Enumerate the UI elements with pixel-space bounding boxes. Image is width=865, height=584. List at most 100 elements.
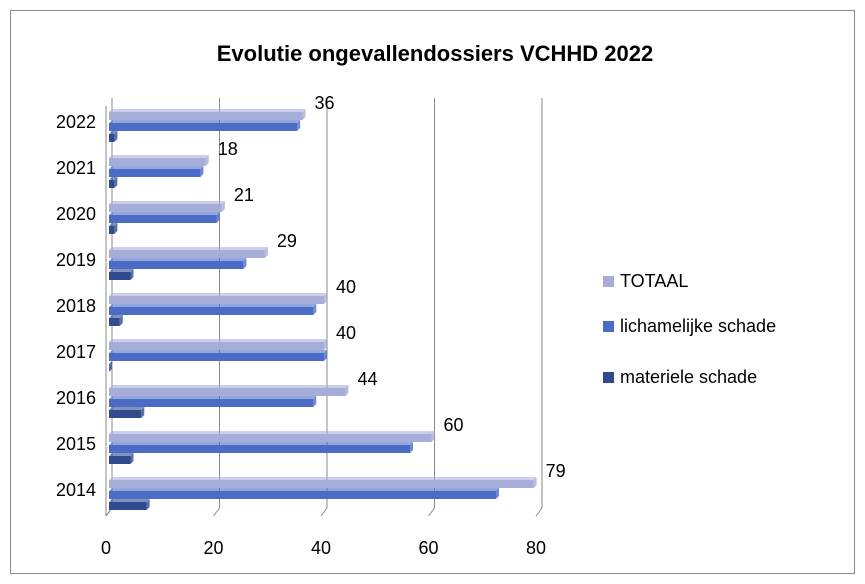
bar-top (109, 431, 435, 434)
bar-end (216, 212, 220, 223)
bar-end (205, 155, 209, 166)
grid-line (428, 98, 435, 517)
bar (109, 445, 410, 453)
bar (109, 215, 217, 223)
bar (109, 388, 346, 396)
data-label: 21 (234, 185, 254, 205)
y-tick-label: 2020 (56, 204, 96, 224)
bar (109, 491, 496, 499)
legend-swatch (603, 372, 614, 383)
legend-swatch (603, 321, 614, 332)
bar-top (109, 131, 118, 134)
bar-top (109, 166, 204, 169)
bar-top (109, 258, 247, 261)
bar-top (109, 477, 537, 480)
bar-end (114, 131, 118, 142)
bar (109, 180, 115, 188)
bar-top (109, 407, 145, 410)
bar (109, 399, 314, 407)
bar-top (109, 315, 123, 318)
bar (109, 353, 324, 361)
bar-end (130, 453, 134, 464)
x-tick-label: 60 (418, 538, 438, 558)
bar-end (297, 120, 301, 131)
bar-top (109, 385, 349, 388)
bar-top (109, 304, 317, 307)
bar-end (119, 315, 123, 326)
bar-top (109, 293, 327, 296)
bar-end (324, 293, 327, 304)
bar-end (324, 350, 327, 361)
bar (109, 261, 244, 269)
bar-top (109, 499, 150, 502)
bar (109, 204, 222, 212)
bar (109, 480, 534, 488)
bar-top (109, 453, 134, 456)
bar-end (496, 488, 499, 499)
bar (109, 169, 201, 177)
bar-top (109, 350, 327, 353)
bar-end (243, 258, 247, 269)
bar (109, 272, 131, 280)
y-tick-label: 2015 (56, 434, 96, 454)
bar (109, 318, 120, 326)
legend-label: lichamelijke schade (620, 316, 776, 336)
bar (109, 434, 432, 442)
y-tick-label: 2022 (56, 112, 96, 132)
bar (109, 296, 324, 304)
bar-end (302, 109, 306, 120)
bar-top (109, 247, 268, 250)
grid-line (213, 98, 220, 517)
bar (109, 456, 131, 464)
bar-top (109, 223, 118, 226)
bar (109, 342, 324, 350)
bar-end (130, 269, 134, 280)
chart-title: Evolutie ongevallendossiers VCHHD 2022 (217, 41, 654, 66)
bar-end (109, 361, 112, 372)
bar (109, 307, 314, 315)
x-tick-label: 40 (311, 538, 331, 558)
bar-top (109, 442, 413, 445)
bar (109, 112, 303, 120)
bar-top (109, 212, 220, 215)
bar-top (109, 177, 118, 180)
x-tick-label: 0 (101, 538, 111, 558)
legend-label: TOTAAL (620, 271, 688, 291)
x-tick-label: 20 (203, 538, 223, 558)
data-label: 60 (444, 415, 464, 435)
bar-top (109, 201, 225, 204)
bar (109, 123, 298, 131)
legend-swatch (603, 276, 614, 287)
bar-end (114, 223, 118, 234)
bar-top (109, 120, 301, 123)
data-label: 36 (315, 93, 335, 113)
bar-end (114, 177, 118, 188)
y-tick-label: 2019 (56, 250, 96, 270)
bar-top (109, 109, 306, 112)
bar-end (324, 339, 327, 350)
bar-end (146, 499, 150, 510)
bar-end (313, 304, 317, 315)
bar-end (141, 407, 145, 418)
bar-top (109, 488, 499, 491)
bar (109, 226, 115, 234)
bar (109, 250, 265, 258)
bar-top (109, 155, 209, 158)
bar-end (264, 247, 268, 258)
bar (109, 502, 147, 510)
x-tick-label: 80 (526, 538, 546, 558)
data-label: 18 (218, 139, 238, 159)
grid-line (320, 98, 328, 517)
data-label: 40 (336, 323, 356, 343)
bar-top (109, 339, 327, 342)
bar-end (313, 396, 317, 407)
y-tick-label: 2017 (56, 342, 96, 362)
bar (109, 410, 142, 418)
y-tick-label: 2021 (56, 158, 96, 178)
data-label: 29 (277, 231, 297, 251)
data-label: 44 (358, 369, 378, 389)
data-label: 40 (336, 277, 356, 297)
y-tick-label: 2018 (56, 296, 96, 316)
bar-end (345, 385, 349, 396)
